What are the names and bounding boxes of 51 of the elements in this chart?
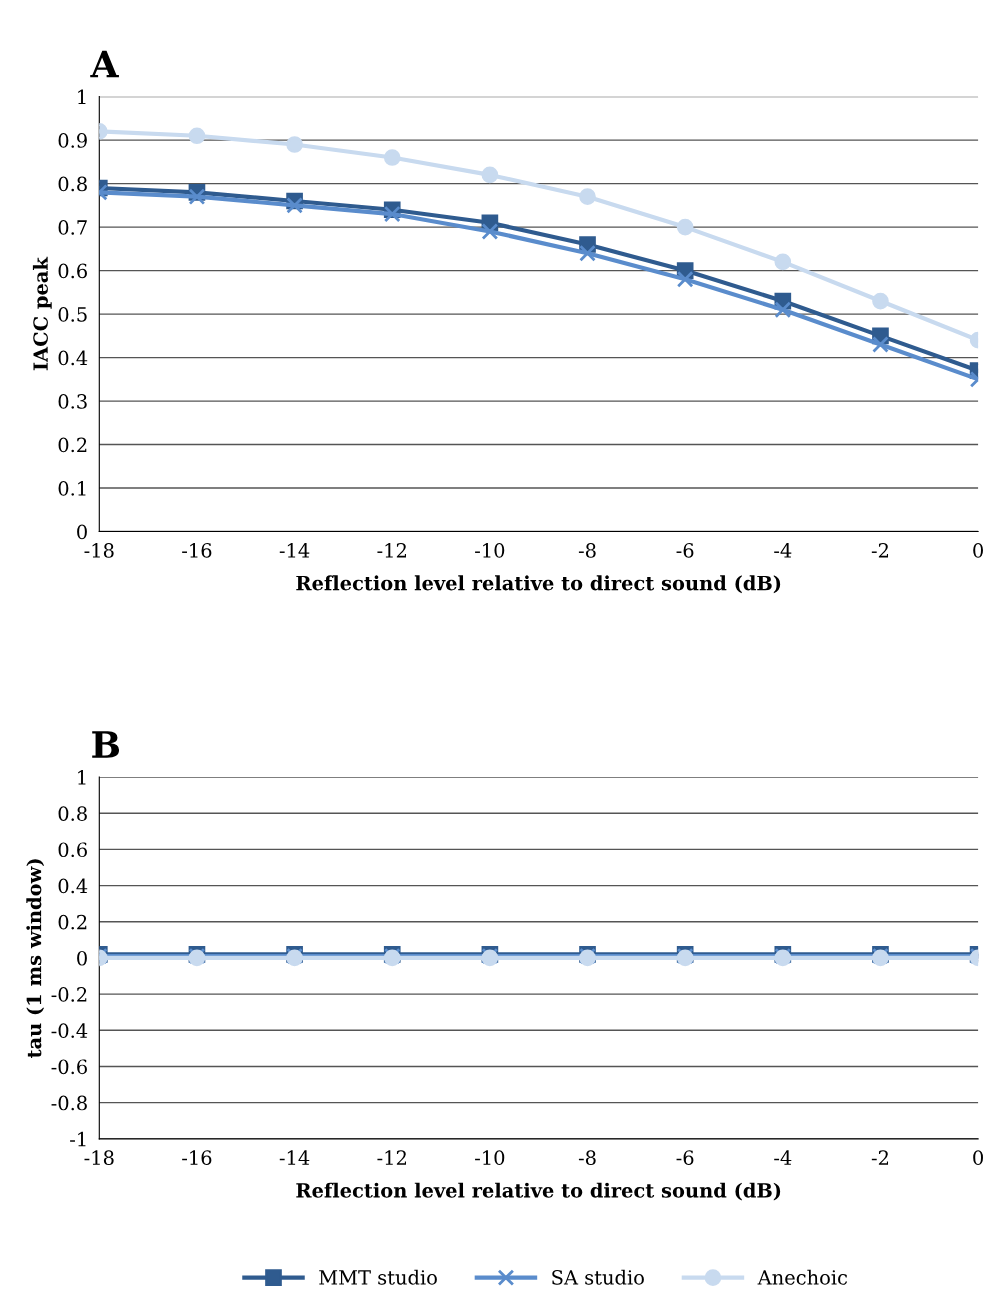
y-tick-label: 0.2 bbox=[58, 914, 87, 930]
x-axis-title: Reflection level relative to direct sound (dB) bbox=[296, 1182, 781, 1201]
x-tick-label: -10 bbox=[475, 1150, 505, 1165]
x-tick-label: -14 bbox=[279, 543, 310, 558]
y-tick-label: 0.4 bbox=[58, 350, 88, 366]
y-tick-label: 0.9 bbox=[58, 133, 87, 148]
y-tick-label: 0.1 bbox=[58, 481, 86, 496]
y-tick-label: 0.4 bbox=[58, 878, 88, 894]
x-tick-label: -6 bbox=[676, 1150, 694, 1165]
x-tick-label: 0 bbox=[973, 1150, 983, 1165]
x-tick-label: -4 bbox=[774, 543, 792, 558]
x-tick-label: -10 bbox=[475, 543, 505, 558]
y-tick-label: 0.8 bbox=[58, 806, 87, 821]
x-axis-title: Reflection level relative to direct sound (dB) bbox=[296, 575, 781, 594]
y-tick-label: 0.7 bbox=[58, 220, 87, 235]
x-tick-label: 0 bbox=[973, 543, 983, 558]
chart-title: B bbox=[92, 731, 120, 758]
y-tick-label: 0.6 bbox=[58, 842, 87, 858]
y-tick-label: -0.8 bbox=[51, 1095, 87, 1111]
chart-title: A bbox=[90, 50, 119, 78]
y-tick-label: 0.5 bbox=[58, 307, 87, 322]
x-tick-label: -18 bbox=[84, 543, 114, 558]
y-tick-label: 1 bbox=[78, 89, 86, 105]
x-tick-label: -2 bbox=[871, 1150, 889, 1165]
y-tick-label: -0.2 bbox=[51, 987, 87, 1002]
legend-label: Anechoic bbox=[757, 1269, 848, 1285]
y-tick-label: 0.6 bbox=[58, 263, 87, 279]
y-axis-title: tau (1 ms window) bbox=[26, 859, 45, 1058]
y-tick-label: 0.3 bbox=[58, 394, 87, 409]
x-tick-label: -8 bbox=[578, 1150, 596, 1165]
x-tick-label: -4 bbox=[774, 1150, 792, 1165]
legend-label: SA studio bbox=[552, 1269, 644, 1285]
legend-label: MMT studio bbox=[319, 1269, 437, 1285]
x-tick-label: -14 bbox=[279, 1150, 310, 1165]
y-tick-label: -0.6 bbox=[51, 1059, 87, 1075]
x-tick-label: -16 bbox=[182, 543, 212, 558]
y-tick-label: 0 bbox=[77, 524, 87, 540]
x-tick-label: -8 bbox=[578, 543, 596, 558]
x-tick-label: -16 bbox=[182, 1150, 212, 1165]
y-tick-label: 0 bbox=[77, 950, 87, 966]
x-tick-label: -12 bbox=[377, 1150, 406, 1165]
y-axis-title: IACC peak bbox=[32, 256, 52, 371]
x-tick-label: -12 bbox=[377, 543, 406, 558]
y-tick-label: 0.8 bbox=[58, 176, 87, 192]
y-tick-label: -1 bbox=[70, 1131, 86, 1147]
y-tick-label: 0.2 bbox=[58, 437, 87, 453]
x-tick-label: -18 bbox=[84, 1150, 114, 1165]
y-tick-label: 1 bbox=[78, 770, 86, 785]
y-tick-label: -0.4 bbox=[51, 1023, 88, 1038]
x-tick-label: -6 bbox=[676, 543, 694, 558]
x-tick-label: -2 bbox=[871, 543, 889, 558]
